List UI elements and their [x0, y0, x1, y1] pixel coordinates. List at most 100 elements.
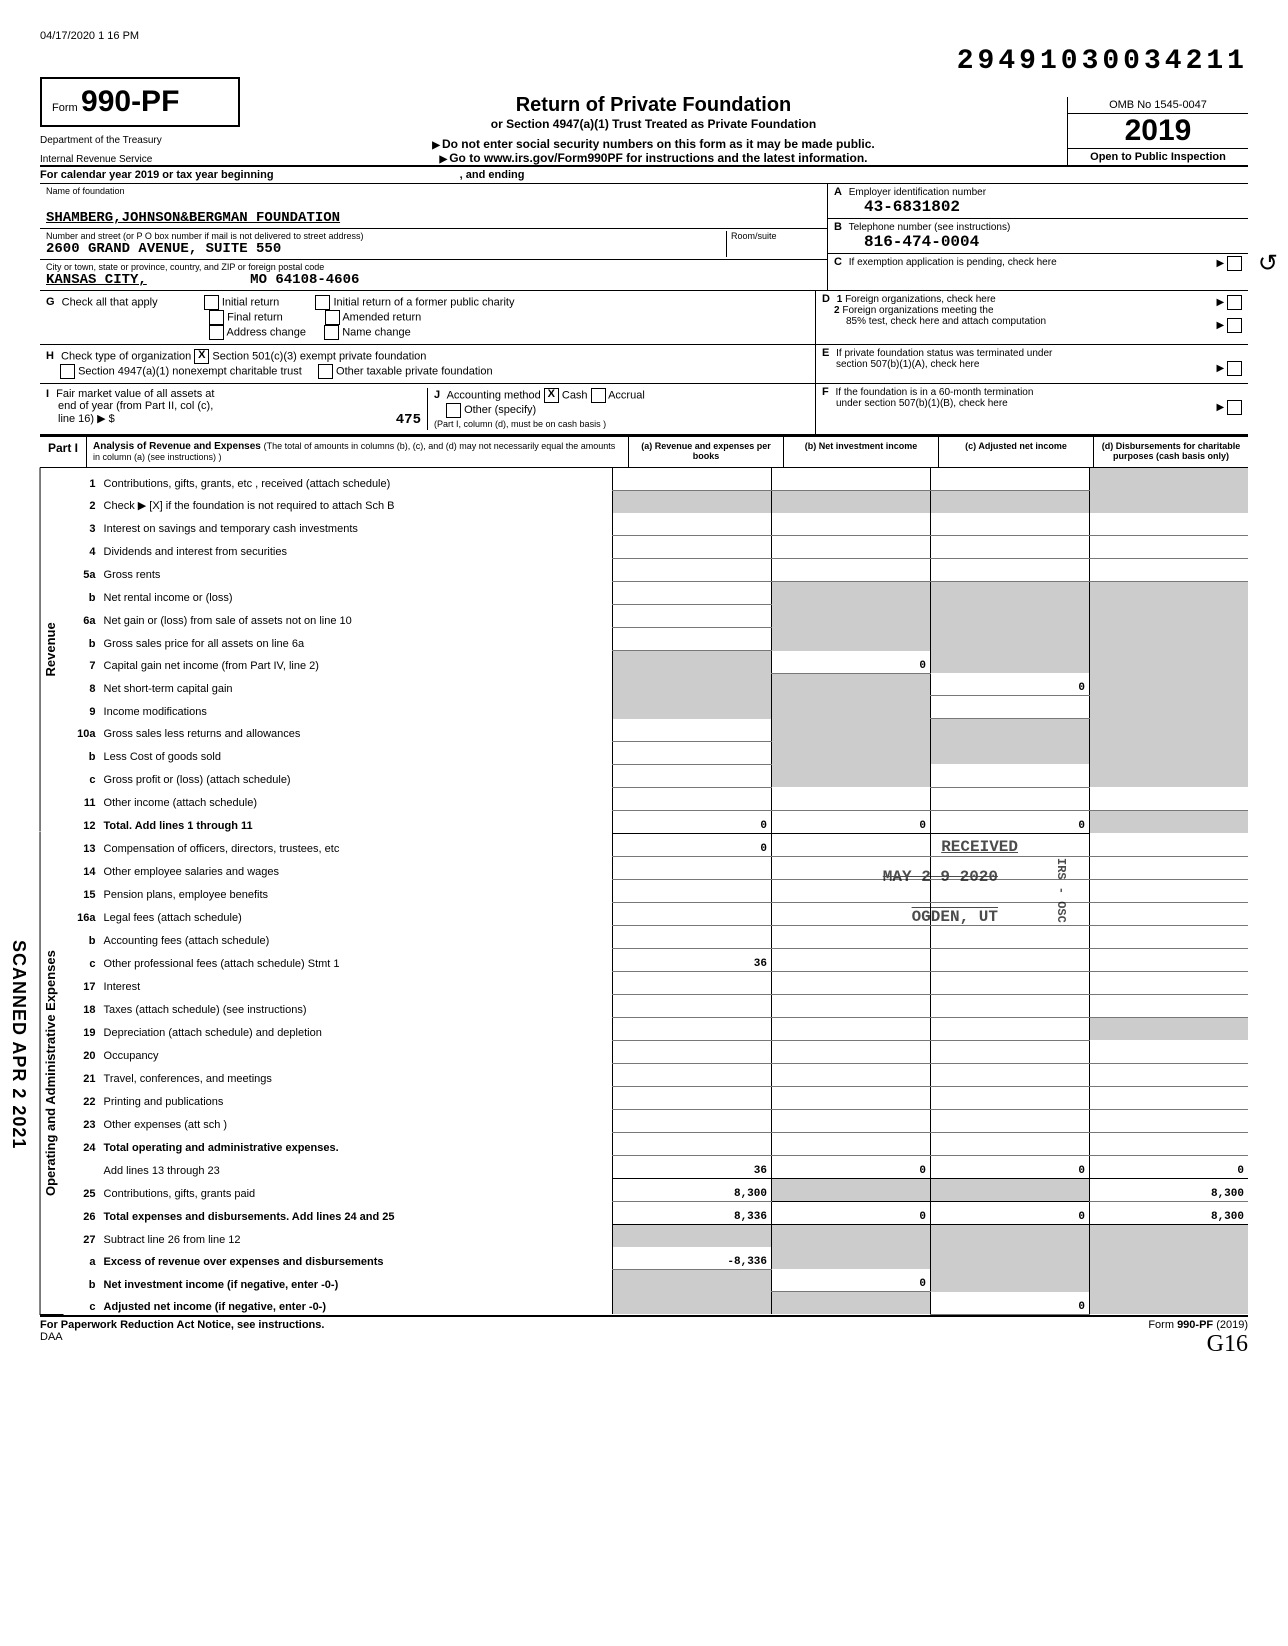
handwritten-initials-top: ↺ [1258, 249, 1278, 278]
e1-label: If private foundation status was termina… [836, 348, 1052, 359]
footer-form-year: (2019) [1216, 1319, 1248, 1331]
document-locator-number: 29491030034211 [40, 46, 1248, 77]
line-number: 1 [64, 468, 100, 491]
i-label1: Fair market value of all assets at [56, 388, 214, 400]
terminated-checkbox[interactable] [1227, 361, 1242, 376]
cell-col-b [772, 513, 931, 536]
line-description: Dividends and interest from securities [100, 536, 613, 559]
cell-col-b: 0 [772, 1201, 931, 1224]
paperwork-notice: For Paperwork Reduction Act Notice, see … [40, 1319, 324, 1331]
line-number: 23 [64, 1109, 100, 1132]
cell-col-a [613, 696, 772, 719]
line-description: Total expenses and disbursements. Add li… [100, 1201, 613, 1224]
table-row: bGross sales price for all assets on lin… [64, 628, 1248, 651]
line-number: 3 [64, 513, 100, 536]
line-number [64, 1155, 100, 1178]
cell-col-c: 0 [931, 673, 1090, 696]
d1-label: Foreign organizations, check here [845, 294, 996, 305]
cell-col-b [772, 971, 931, 994]
line-number: 2 [64, 491, 100, 514]
calendar-year-line: For calendar year 2019 or tax year begin… [40, 167, 1248, 184]
cell-col-c [931, 1269, 1090, 1292]
foreign-org-checkbox[interactable] [1227, 295, 1242, 310]
street-address: 2600 GRAND AVENUE, SUITE 550 [46, 241, 726, 257]
cell-col-a [613, 925, 772, 948]
line-number: 25 [64, 1178, 100, 1201]
table-row: bAccounting fees (attach schedule) [64, 925, 1248, 948]
cell-col-b [772, 764, 931, 787]
table-row: 22Printing and publications [64, 1086, 1248, 1109]
amended-return-checkbox[interactable] [325, 310, 340, 325]
cell-col-c [931, 994, 1090, 1017]
cell-col-a [613, 902, 772, 925]
initial-former-charity-checkbox[interactable] [315, 295, 330, 310]
line-description: Interest [100, 971, 613, 994]
line-number: 14 [64, 856, 100, 879]
table-row: cAdjusted net income (if negative, enter… [64, 1292, 1248, 1315]
handwritten-bottom: G16 [1148, 1331, 1248, 1358]
cell-col-b [772, 856, 931, 879]
cell-col-d [1090, 651, 1249, 674]
line-number: 9 [64, 696, 100, 719]
cell-col-d [1090, 1269, 1249, 1292]
letter-h: H [46, 350, 54, 362]
line-number: 6a [64, 605, 100, 628]
cell-col-d [1090, 605, 1249, 628]
initial-return-checkbox[interactable] [204, 295, 219, 310]
cell-col-c [931, 582, 1090, 605]
line-description: Other employee salaries and wages [100, 856, 613, 879]
501c3-checkbox[interactable]: X [194, 349, 209, 364]
cell-col-c [931, 719, 1090, 742]
table-row: 25Contributions, gifts, grants paid8,300… [64, 1178, 1248, 1201]
cell-col-b [772, 879, 931, 902]
cell-col-d [1090, 764, 1249, 787]
accrual-checkbox[interactable] [591, 388, 606, 403]
cell-col-a [613, 628, 772, 651]
cell-col-c: 0 [931, 810, 1090, 833]
cash-checkbox[interactable]: X [544, 388, 559, 403]
j-cash: Cash [562, 389, 588, 401]
cell-col-d [1090, 856, 1249, 879]
cell-col-d: 0 [1090, 1155, 1249, 1178]
letter-e: E [822, 347, 829, 359]
table-row: 24Total operating and administrative exp… [64, 1132, 1248, 1155]
calendar-begin-label: For calendar year 2019 or tax year begin… [40, 169, 274, 181]
opt-former-charity: Initial return of a former public charit… [333, 296, 514, 308]
cell-col-b [772, 468, 931, 491]
omb-number: OMB No 1545-0047 [1068, 97, 1248, 114]
other-taxable-checkbox[interactable] [318, 364, 333, 379]
form-header: Form 990-PF Department of the Treasury I… [40, 77, 1248, 167]
cell-col-d [1090, 879, 1249, 902]
cell-col-b [772, 605, 931, 628]
cell-col-c: 0 [931, 1201, 1090, 1224]
cell-col-b: 0 [772, 1269, 931, 1292]
address-change-checkbox[interactable] [209, 325, 224, 340]
fmv-value: 475 [396, 412, 421, 428]
name-change-checkbox[interactable] [324, 325, 339, 340]
cell-col-d [1090, 582, 1249, 605]
phone: 816-474-0004 [834, 233, 1242, 251]
cell-col-c [931, 1063, 1090, 1086]
letter-c: C [834, 256, 842, 268]
exemption-pending-checkbox[interactable] [1227, 256, 1242, 271]
cell-col-c [931, 1178, 1090, 1201]
cell-col-b [772, 582, 931, 605]
final-return-checkbox[interactable] [209, 310, 224, 325]
table-row: aExcess of revenue over expenses and dis… [64, 1247, 1248, 1270]
cell-col-c [931, 787, 1090, 810]
cell-col-a [613, 1017, 772, 1040]
4947a1-checkbox[interactable] [60, 364, 75, 379]
table-row: 17Interest [64, 971, 1248, 994]
opt-address-change: Address change [227, 326, 307, 338]
60month-checkbox[interactable] [1227, 400, 1242, 415]
cell-col-b [772, 1063, 931, 1086]
table-row: 13Compensation of officers, directors, t… [64, 833, 1248, 856]
line-number: 13 [64, 833, 100, 856]
line-description: Add lines 13 through 23 [100, 1155, 613, 1178]
foreign-85-checkbox[interactable] [1227, 318, 1242, 333]
table-row: 2Check ▶ [X] if the foundation is not re… [64, 491, 1248, 514]
cell-col-d [1090, 696, 1249, 719]
other-method-checkbox[interactable] [446, 403, 461, 418]
line-description: Adjusted net income (if negative, enter … [100, 1292, 613, 1315]
table-row: 27Subtract line 26 from line 12 [64, 1224, 1248, 1247]
